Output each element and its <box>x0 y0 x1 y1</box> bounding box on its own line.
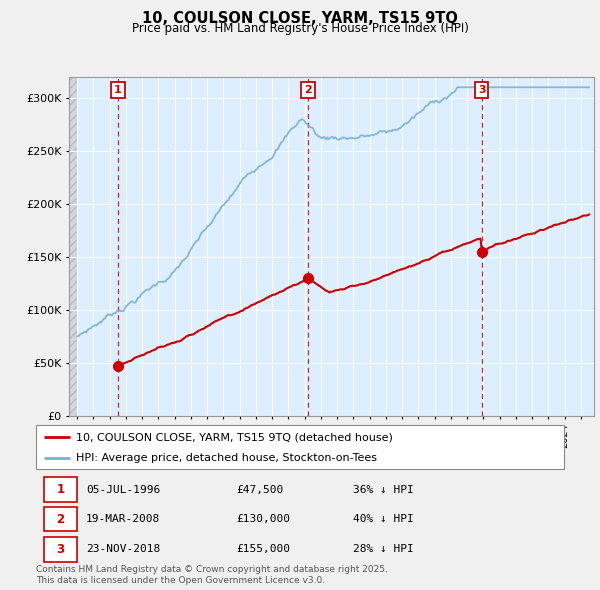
Text: 2: 2 <box>304 85 312 95</box>
Text: 2: 2 <box>56 513 64 526</box>
Text: 3: 3 <box>478 85 485 95</box>
FancyBboxPatch shape <box>44 507 77 532</box>
FancyBboxPatch shape <box>44 537 77 562</box>
Text: 1: 1 <box>56 483 64 496</box>
Text: 05-JUL-1996: 05-JUL-1996 <box>86 485 160 495</box>
Text: 23-NOV-2018: 23-NOV-2018 <box>86 545 160 554</box>
Text: 28% ↓ HPI: 28% ↓ HPI <box>353 545 413 554</box>
Bar <box>69 77 77 416</box>
Text: 40% ↓ HPI: 40% ↓ HPI <box>353 514 413 524</box>
Text: 19-MAR-2008: 19-MAR-2008 <box>86 514 160 524</box>
Text: £47,500: £47,500 <box>236 485 284 495</box>
Text: HPI: Average price, detached house, Stockton-on-Tees: HPI: Average price, detached house, Stoc… <box>76 453 377 463</box>
Text: £130,000: £130,000 <box>236 514 290 524</box>
FancyBboxPatch shape <box>44 477 77 502</box>
Text: Contains HM Land Registry data © Crown copyright and database right 2025.
This d: Contains HM Land Registry data © Crown c… <box>36 565 388 585</box>
Text: 10, COULSON CLOSE, YARM, TS15 9TQ: 10, COULSON CLOSE, YARM, TS15 9TQ <box>142 11 458 25</box>
Text: 10, COULSON CLOSE, YARM, TS15 9TQ (detached house): 10, COULSON CLOSE, YARM, TS15 9TQ (detac… <box>76 432 392 442</box>
Text: Price paid vs. HM Land Registry's House Price Index (HPI): Price paid vs. HM Land Registry's House … <box>131 22 469 35</box>
Text: 1: 1 <box>114 85 122 95</box>
Text: 36% ↓ HPI: 36% ↓ HPI <box>353 485 413 495</box>
FancyBboxPatch shape <box>36 425 564 469</box>
Text: £155,000: £155,000 <box>236 545 290 554</box>
Text: 3: 3 <box>56 543 64 556</box>
